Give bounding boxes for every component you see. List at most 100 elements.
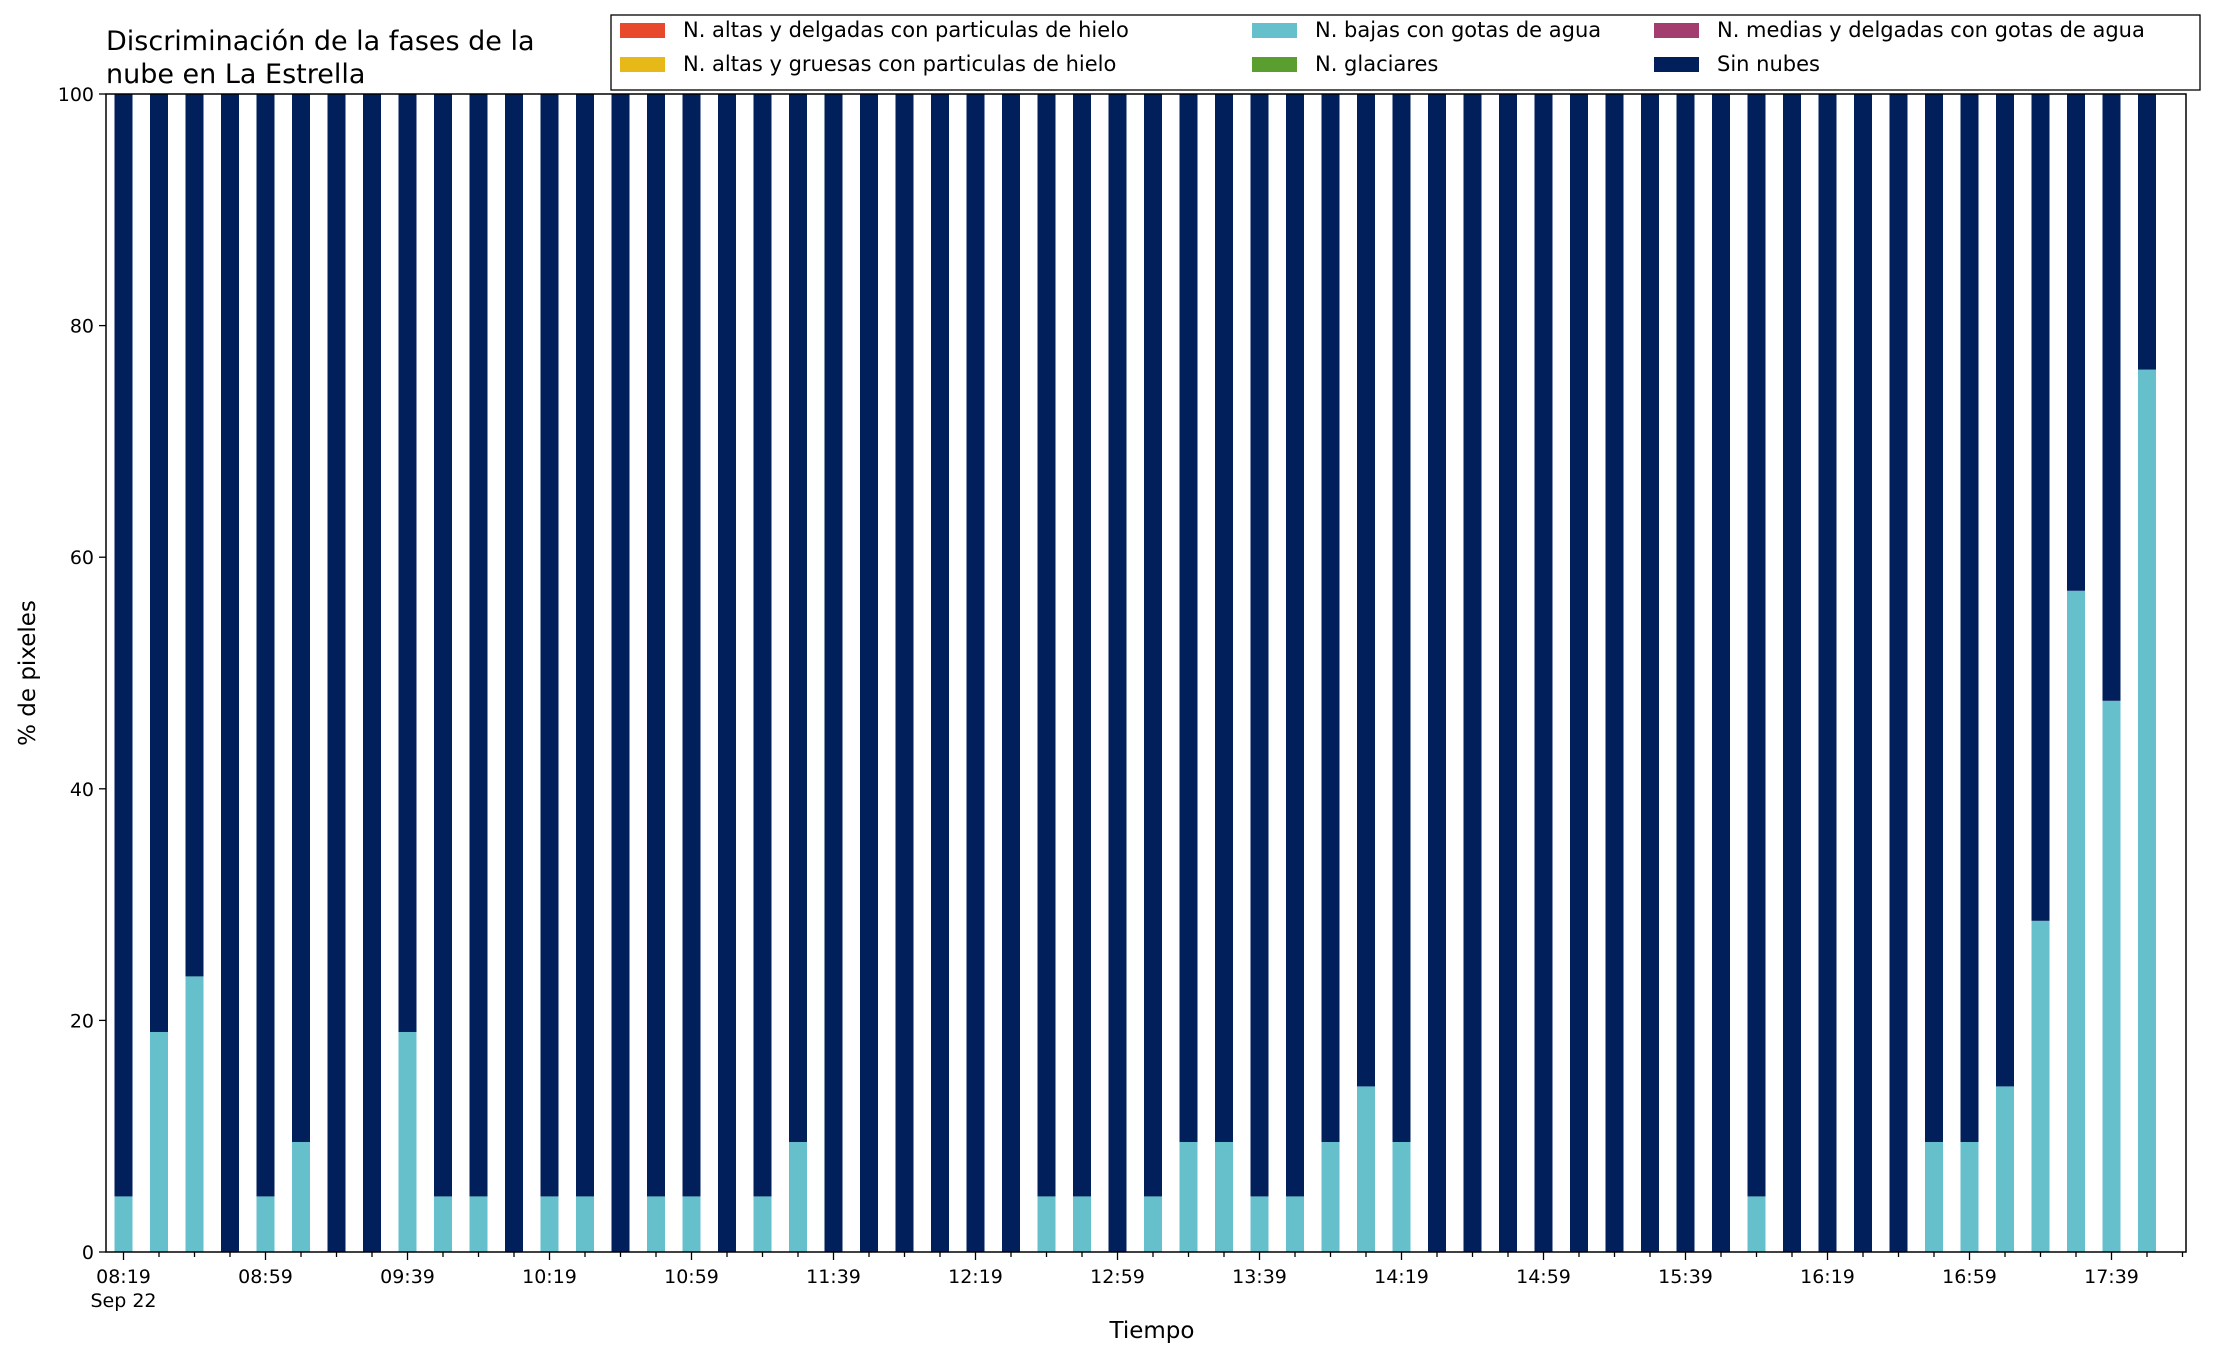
legend-label-low_water: N. bajas con gotas de agua (1315, 18, 1601, 42)
y-tick-label-5: 100 (58, 84, 94, 106)
bar-clear-2 (185, 94, 204, 977)
bar-clear-38 (1463, 94, 1482, 1252)
bar-low_water-12 (540, 1196, 559, 1252)
legend-swatch-clear (1654, 57, 1699, 72)
bar-clear-42 (1605, 94, 1624, 1252)
bar-low_water-1 (150, 1031, 168, 1252)
bar-low_water-32 (1250, 1196, 1269, 1252)
bar-low_water-35 (1357, 1086, 1375, 1252)
legend-label-ice_thin: N. altas y delgadas con particulas de hi… (683, 18, 1129, 42)
bar-clear-21 (860, 94, 878, 1252)
bar-clear-6 (327, 94, 346, 1252)
bar-low_water-51 (1925, 1141, 1943, 1252)
bar-low_water-29 (1144, 1196, 1162, 1252)
bar-low_water-36 (1392, 1141, 1411, 1252)
bar-clear-15 (647, 94, 665, 1197)
x-tick-date-label: Sep 22 (90, 1290, 156, 1312)
bar-low_water-4 (256, 1196, 275, 1252)
bar-clear-10 (469, 94, 488, 1197)
chart-title-line-2: nube en La Estrella (106, 59, 365, 90)
bar-low_water-0 (114, 1196, 133, 1252)
bar-clear-11 (505, 94, 523, 1252)
bar-clear-4 (256, 94, 275, 1197)
axes-frame (105, 93, 2187, 1253)
bar-clear-30 (1179, 94, 1198, 1142)
bar-clear-43 (1641, 94, 1659, 1252)
bar-clear-23 (931, 94, 949, 1252)
bar-clear-53 (1996, 94, 2014, 1087)
bar-clear-28 (1108, 94, 1127, 1252)
bar-low_water-46 (1747, 1196, 1766, 1252)
x-tick-label-11: 15:39 (1658, 1266, 1713, 1288)
x-tick-label-14: 17:39 (2084, 1266, 2139, 1288)
bar-clear-46 (1747, 94, 1766, 1197)
bar-clear-54 (2031, 94, 2050, 921)
y-tick-label-2: 40 (70, 779, 94, 801)
plot-area (114, 94, 2156, 1253)
x-tick-label-10: 14:59 (1516, 1266, 1571, 1288)
bar-low_water-10 (469, 1196, 488, 1252)
legend-label-ice_thick: N. altas y gruesas con particulas de hie… (683, 52, 1116, 76)
bar-low_water-5 (292, 1141, 310, 1252)
bar-clear-51 (1925, 94, 1943, 1142)
bar-clear-19 (789, 94, 807, 1142)
bar-low_water-54 (2031, 920, 2050, 1252)
bar-clear-34 (1321, 94, 1340, 1142)
bar-low_water-26 (1037, 1196, 1056, 1252)
bar-clear-56 (2102, 94, 2121, 701)
bar-low_water-55 (2067, 590, 2085, 1252)
legend: N. altas y delgadas con particulas de hi… (610, 14, 2201, 91)
x-axis: 08:19 08:59 09:39 10:19 10:59 11:39 12:19 12:59… (90, 1252, 2184, 1312)
x-tick-label-2: 09:39 (380, 1266, 435, 1288)
bar-clear-44 (1676, 94, 1695, 1252)
bar-clear-55 (2067, 94, 2085, 591)
bar-clear-0 (114, 94, 133, 1197)
bar-low_water-15 (647, 1196, 665, 1252)
bar-clear-27 (1073, 94, 1091, 1197)
x-tick-label-5: 11:39 (806, 1266, 861, 1288)
bar-clear-57 (2138, 94, 2156, 370)
bar-clear-8 (398, 94, 417, 1032)
bar-clear-48 (1818, 94, 1837, 1252)
bar-clear-13 (576, 94, 594, 1197)
bar-clear-14 (611, 94, 630, 1252)
x-tick-label-8: 13:39 (1232, 1266, 1287, 1288)
x-tick-label-9: 14:19 (1374, 1266, 1429, 1288)
y-tick-label-4: 80 (70, 316, 94, 338)
legend-swatch-ice_thin (620, 23, 665, 38)
bar-clear-7 (363, 94, 381, 1252)
chart-title-line-1: Discriminación de la fases de la (106, 26, 535, 57)
chart-title: Discriminación de la fases de la nube en… (106, 26, 535, 90)
bar-clear-52 (1960, 94, 1979, 1142)
legend-swatch-glaciated (1252, 57, 1297, 72)
x-tick-label-13: 16:59 (1942, 1266, 1997, 1288)
bar-clear-41 (1570, 94, 1588, 1252)
bar-clear-1 (150, 94, 168, 1032)
y-tick-label-1: 20 (70, 1010, 94, 1032)
bar-clear-35 (1357, 94, 1375, 1087)
legend-label-clear: Sin nubes (1717, 52, 1820, 76)
bar-low_water-34 (1321, 1141, 1340, 1252)
bar-low_water-53 (1996, 1086, 2014, 1252)
bar-low_water-30 (1179, 1141, 1198, 1252)
bar-clear-37 (1428, 94, 1446, 1252)
bar-clear-3 (221, 94, 239, 1252)
bar-low_water-56 (2102, 700, 2121, 1252)
bar-low_water-31 (1215, 1141, 1233, 1252)
bar-clear-33 (1286, 94, 1304, 1197)
x-tick-label-6: 12:19 (948, 1266, 1003, 1288)
bar-clear-25 (1002, 94, 1020, 1252)
bar-clear-49 (1854, 94, 1872, 1252)
bar-low_water-27 (1073, 1196, 1091, 1252)
bar-clear-16 (682, 94, 701, 1197)
bar-clear-26 (1037, 94, 1056, 1197)
bar-low_water-16 (682, 1196, 701, 1252)
legend-label-glaciated: N. glaciares (1315, 52, 1438, 76)
y-axis-label: % de pixeles (15, 600, 41, 746)
x-tick-label-0: 08:19 (96, 1266, 151, 1288)
x-tick-label-7: 12:59 (1090, 1266, 1145, 1288)
bar-clear-9 (434, 94, 452, 1197)
bar-low_water-52 (1960, 1141, 1979, 1252)
bar-clear-40 (1534, 94, 1553, 1252)
